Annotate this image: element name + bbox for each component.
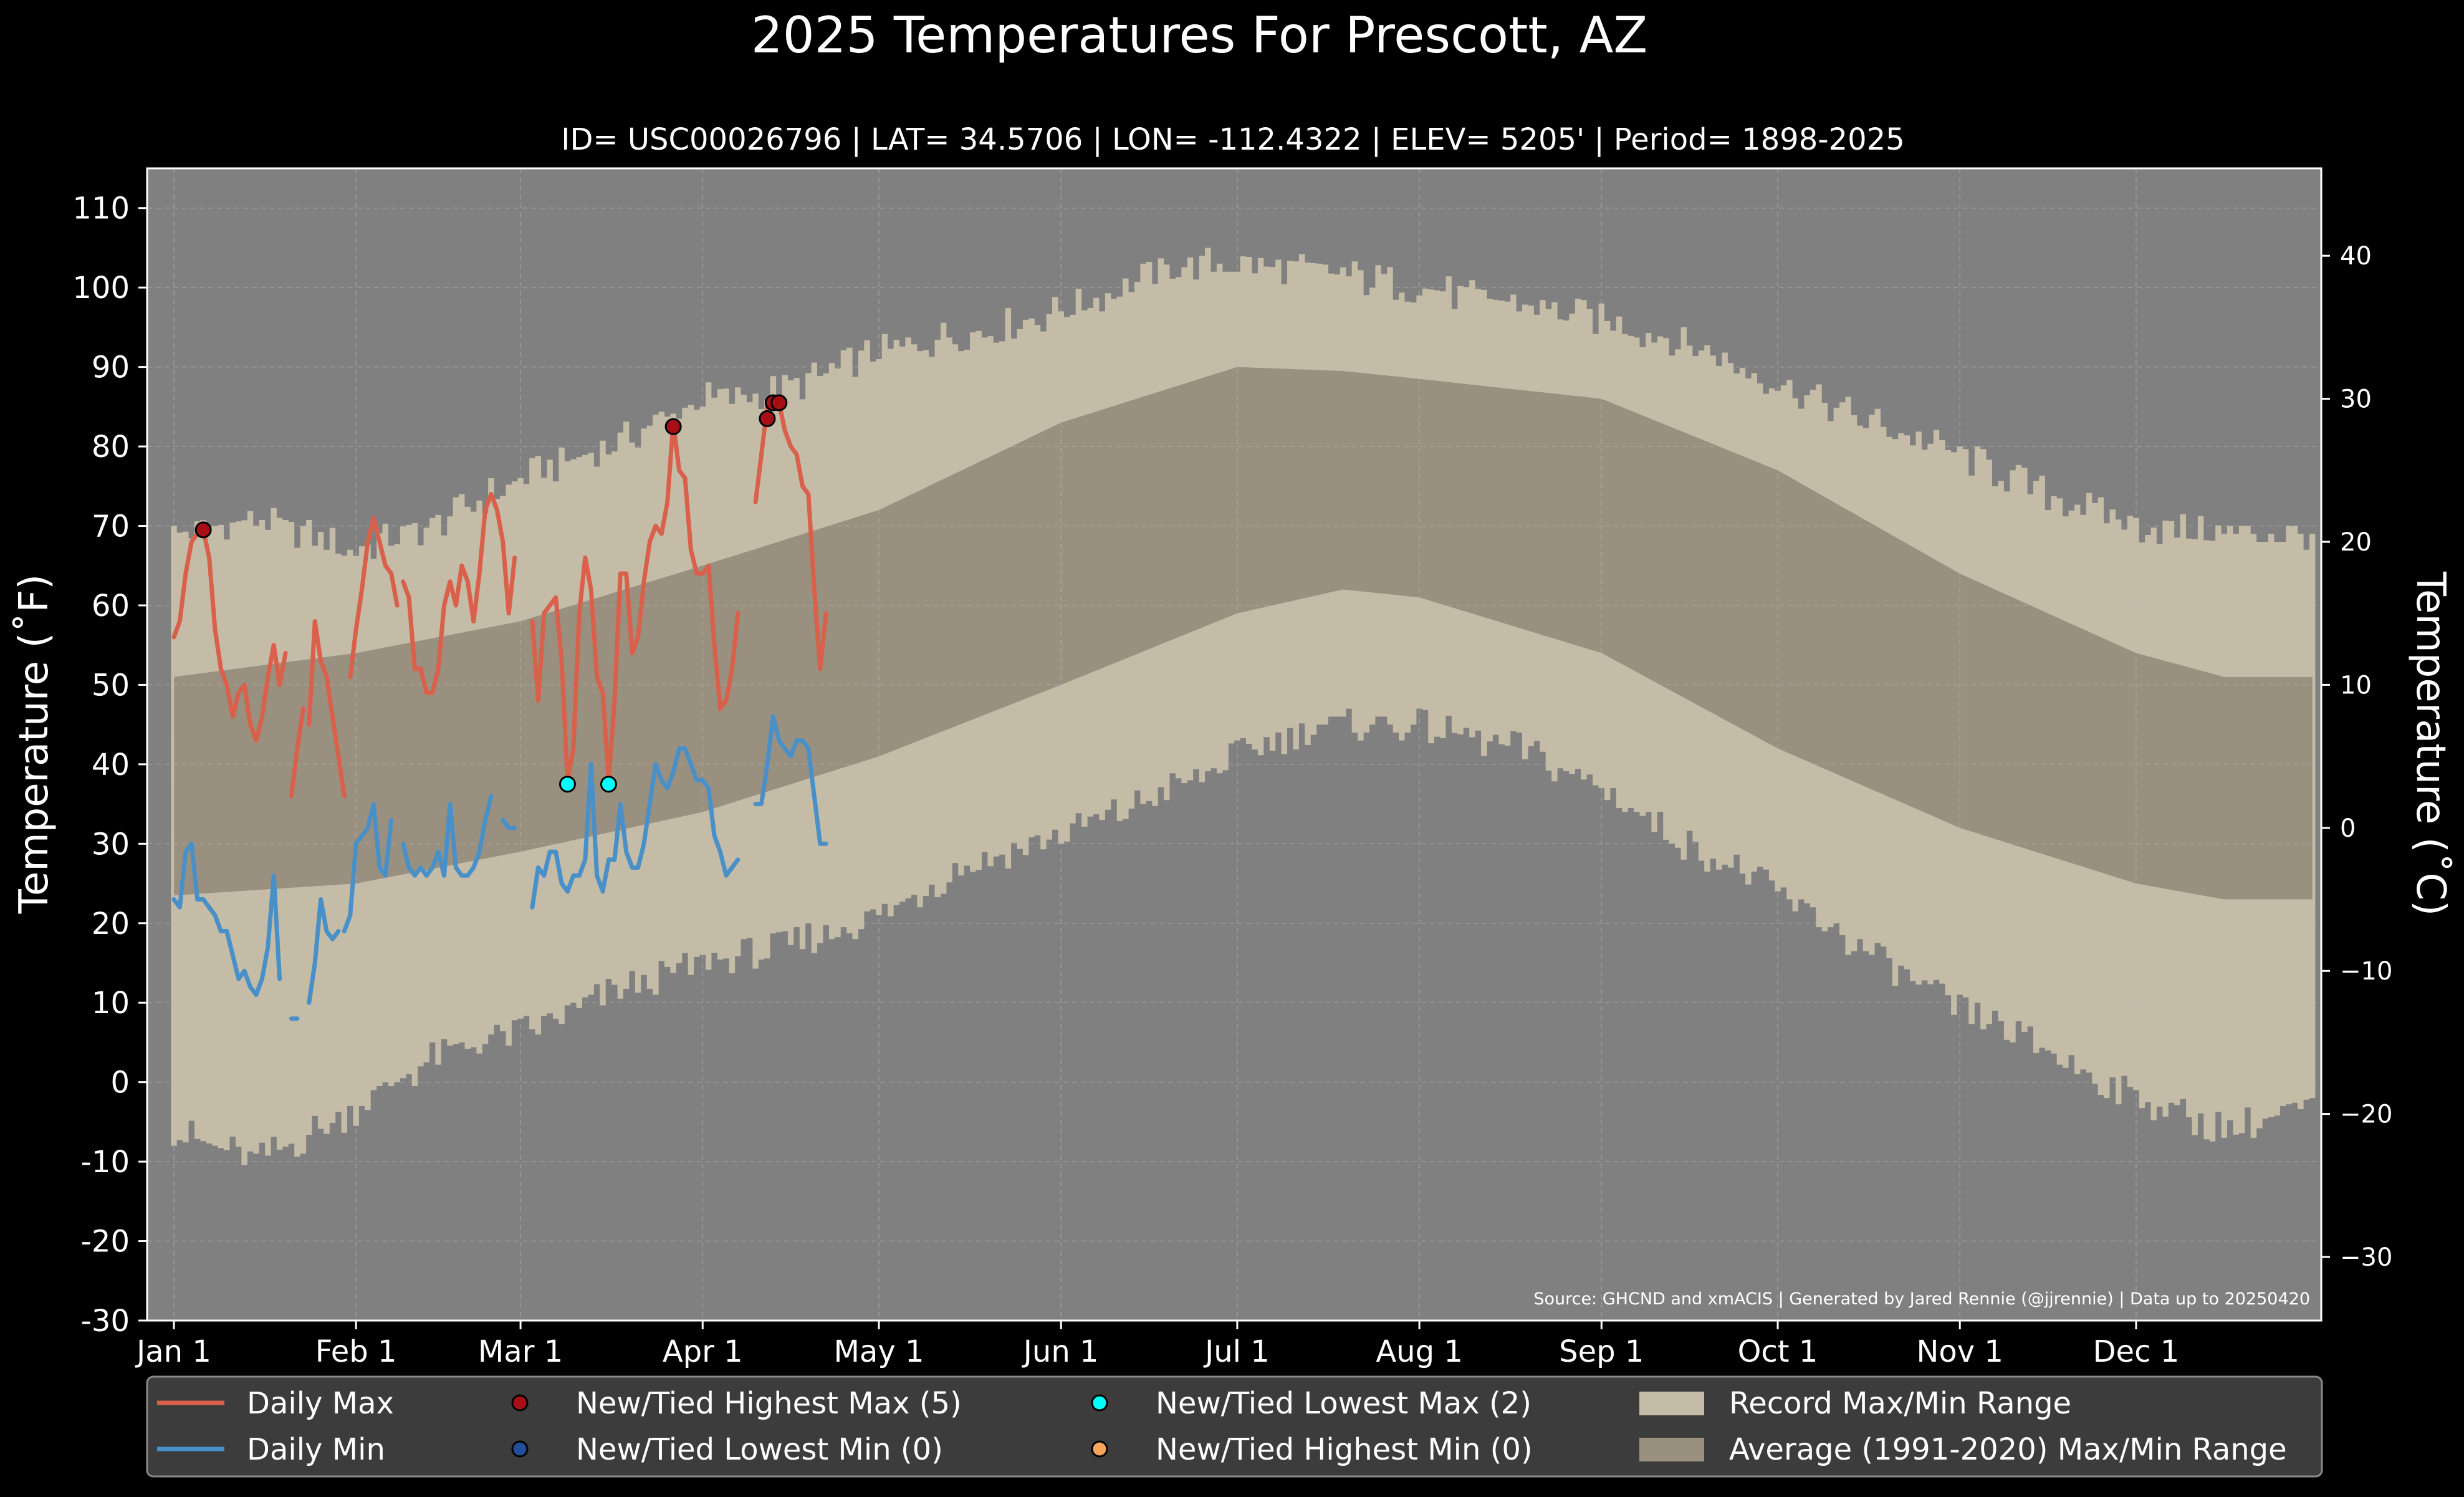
new-highest-max-marker (770, 394, 788, 412)
y-tick-label: -10 (81, 1145, 130, 1180)
plot-area: -30-20-100102030405060708090100110−30−20… (72, 167, 2392, 1369)
legend-patch-swatch (1639, 1438, 1704, 1461)
chart-title: 2025 Temperatures For Prescott, AZ (751, 6, 1647, 64)
y-right-tick-label: −10 (2340, 957, 2392, 986)
x-tick-label: Nov 1 (1916, 1334, 2003, 1369)
y-right-tick-label: 10 (2340, 671, 2372, 700)
legend-label: Record Max/Min Range (1729, 1386, 2071, 1421)
daily-max-line (289, 706, 305, 799)
y-tick-label: 10 (92, 986, 130, 1021)
y-tick-label: 0 (110, 1066, 130, 1100)
y-tick-label: 40 (92, 748, 130, 782)
new-lowest-max-marker (558, 776, 576, 793)
legend-box (146, 1375, 2323, 1478)
y-tick-label: -20 (81, 1225, 130, 1259)
daily-min-line (171, 841, 282, 997)
x-tick-label: Sep 1 (1559, 1334, 1644, 1369)
plot-frame (146, 167, 2323, 1322)
y-tick-label: 110 (72, 191, 130, 226)
chart-subtitle: ID= USC00026796 | LAT= 34.5706 | LON= -1… (561, 122, 1904, 157)
x-tick-label: Aug 1 (1376, 1334, 1463, 1369)
y-tick-label: 30 (92, 827, 130, 862)
x-tick-label: Apr 1 (663, 1334, 743, 1369)
y-tick-label: 90 (92, 350, 130, 385)
y-right-tick-label: 30 (2340, 385, 2372, 414)
x-tick-label: Feb 1 (315, 1334, 397, 1369)
x-tick-label: Oct 1 (1738, 1334, 1818, 1369)
legend-label: New/Tied Lowest Max (2) (1156, 1386, 1532, 1421)
new-highest-max-marker (759, 410, 776, 427)
daily-max-line (530, 420, 741, 782)
new-highest-max-marker (194, 521, 212, 539)
y-right-tick-label: 0 (2340, 814, 2356, 843)
legend-label: New/Tied Highest Max (5) (576, 1386, 962, 1421)
y-tick-label: 60 (92, 589, 130, 623)
legend-label: Daily Min (247, 1432, 385, 1467)
x-tick-label: Mar 1 (478, 1334, 563, 1369)
legend-label: New/Tied Lowest Min (0) (576, 1432, 943, 1467)
y-right-tick-label: 20 (2340, 528, 2372, 557)
legend-patch-swatch (1639, 1392, 1704, 1415)
daily-min-line (401, 794, 494, 878)
daily-min-line (530, 746, 741, 910)
daily-min-line (342, 802, 394, 933)
x-tick-label: Dec 1 (2093, 1334, 2180, 1369)
y-tick-label: 100 (72, 271, 130, 306)
daily-max-line (348, 516, 400, 680)
source-annotation: Source: GHCND and xmACIS | Generated by … (1533, 1289, 2310, 1309)
y-right-tick-label: −20 (2340, 1100, 2392, 1129)
y-tick-label: 20 (92, 907, 130, 941)
y-axis-label-right: Temperature (˚C) (2407, 571, 2453, 916)
legend-label: Average (1991-2020) Max/Min Range (1729, 1432, 2287, 1467)
y-axis-label: Temperature (˚F) (11, 574, 57, 915)
y-right-tick-label: −30 (2340, 1243, 2392, 1272)
daily-max-line (171, 527, 288, 743)
x-tick-label: May 1 (833, 1334, 924, 1369)
new-highest-max-marker (664, 418, 682, 435)
average-range-band (174, 367, 2313, 900)
y-tick-label: 80 (92, 430, 130, 465)
x-tick-label: Jul 1 (1203, 1334, 1270, 1369)
x-tick-label: Jan 1 (135, 1334, 211, 1369)
legend-label: New/Tied Highest Min (0) (1156, 1432, 1533, 1467)
legend: Daily Max New/Tied Highest Max (5) New/Tie… (146, 1375, 2323, 1478)
legend-marker-swatch (511, 1394, 529, 1412)
y-tick-label: -30 (81, 1304, 130, 1339)
x-tick-label: Jun 1 (1022, 1334, 1099, 1369)
legend-marker-swatch (511, 1440, 529, 1458)
legend-marker-swatch (1091, 1394, 1108, 1412)
daily-min-line (753, 714, 828, 846)
y-tick-label: 50 (92, 668, 130, 703)
y-tick-label: 70 (92, 509, 130, 544)
daily-min-line (307, 897, 341, 1005)
daily-min-line (501, 817, 517, 830)
daily-max-line (401, 492, 517, 695)
daily-max-line (307, 619, 347, 799)
new-lowest-max-marker (600, 776, 617, 793)
y-right-tick-label: 40 (2340, 242, 2372, 271)
legend-marker-swatch (1091, 1440, 1108, 1458)
legend-label: Daily Max (247, 1386, 394, 1421)
